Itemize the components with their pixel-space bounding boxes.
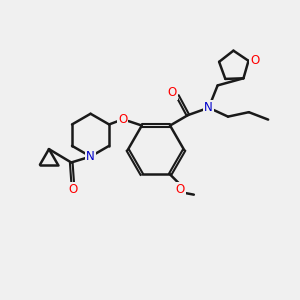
Text: N: N [86,150,95,163]
Text: O: O [250,54,260,67]
Text: O: O [176,183,185,196]
Text: O: O [118,113,127,126]
Text: O: O [167,86,177,99]
Text: O: O [68,183,77,196]
Text: N: N [204,101,213,114]
